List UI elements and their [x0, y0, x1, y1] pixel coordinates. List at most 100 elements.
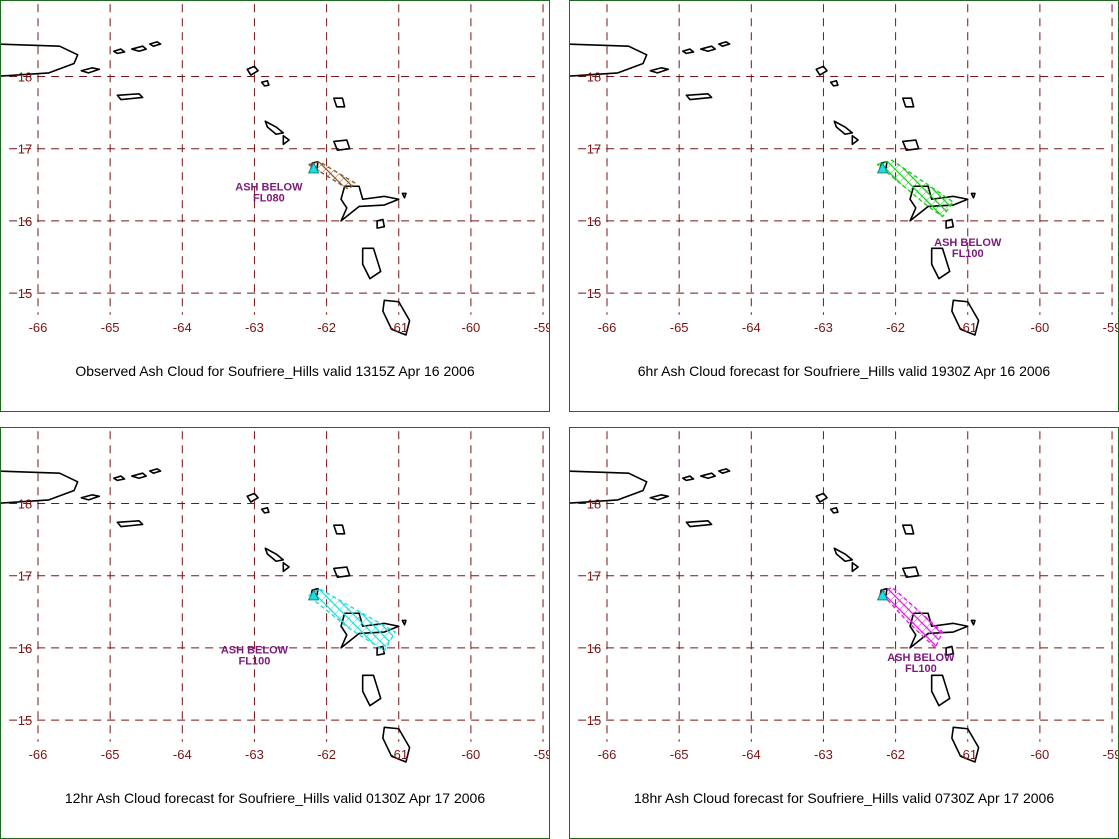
ash-hatch-line [877, 160, 954, 217]
ash-hatch-line [373, 588, 396, 651]
island-coastline [382, 299, 411, 336]
ash-hatch-line [308, 588, 396, 651]
island-coastline [945, 645, 955, 656]
ash-hatch-line [401, 1, 550, 301]
ash-hatch-line [308, 161, 356, 190]
ash-hatch-line [374, 1, 550, 301]
x-tick-label: -64 [742, 320, 761, 335]
x-tick-label: -65 [101, 320, 120, 335]
ash-hatch-line [933, 587, 943, 648]
ash-hatch-line [308, 161, 356, 190]
ash-hatch-line [383, 1, 550, 301]
ash-hatch-line [1087, 428, 1119, 728]
ash-hatch-line [877, 160, 954, 217]
ash-hatch-line [881, 587, 943, 648]
ash-hatch-line [308, 588, 396, 651]
ash-label-line1: ASH BELOW [235, 182, 303, 194]
ash-hatch-line [1033, 1, 1119, 301]
ash-hatch-line [308, 161, 356, 190]
ash-hatch-line [473, 428, 550, 728]
ash-hatch-line [308, 588, 396, 651]
ash-hatch-line [881, 587, 943, 648]
ash-hatch-line [308, 161, 356, 190]
island-coastline [282, 134, 290, 146]
ash-hatch-line [570, 428, 577, 728]
ash-hatch-line [881, 587, 929, 648]
island-coastline [699, 45, 717, 53]
ash-hatch-line [877, 160, 954, 217]
ash-hatch-line [877, 160, 920, 217]
ash-hatch-line [1069, 428, 1119, 728]
ash-hatch-line [401, 1, 550, 301]
ash-hatch-line [464, 1, 550, 301]
x-tick-label: -66 [29, 320, 48, 335]
ash-hatch-line [877, 160, 911, 217]
island-coastline [260, 80, 270, 87]
ash-hatching [570, 428, 1119, 728]
ash-hatch-line [881, 587, 943, 648]
ash-hatch-line [877, 160, 920, 217]
ash-hatch-line [308, 588, 396, 651]
ash-hatch-line [308, 161, 356, 190]
map-panel-observed: ASH BELOW FL080 -66 -65 -64 -63 -62 -61 -60 -59 18… [0, 0, 550, 412]
ash-hatch-line [997, 1, 1119, 301]
ash-hatching [877, 1, 1119, 301]
ash-hatch-line [545, 428, 550, 728]
island-coastline [264, 120, 285, 136]
ash-hatch-line [1024, 1, 1119, 301]
x-tick-label: -65 [670, 747, 689, 762]
ash-hatch-line [308, 588, 396, 651]
ash-hatch-line [308, 161, 356, 190]
ash-hatch-line [308, 588, 396, 651]
ash-hatch-line [509, 428, 550, 728]
ash-hatch-line [337, 161, 356, 190]
island-coastline [116, 520, 144, 528]
x-tick-label: -66 [598, 320, 617, 335]
ash-hatch-line [877, 160, 954, 217]
ash-hatch-line [881, 587, 943, 648]
ash-hatch-line [915, 160, 954, 217]
ash-hatch-line [881, 587, 943, 648]
island-coastline [649, 494, 670, 501]
ash-hatch-line [1051, 1, 1119, 301]
ash-hatch-line [881, 587, 943, 648]
x-tick-label: -60 [1031, 320, 1050, 335]
ash-hatch-line [308, 161, 356, 190]
ash-hatch-line [308, 588, 324, 651]
ash-hatch-line [419, 428, 550, 728]
ash-hatch-line [924, 587, 943, 648]
ash-hatch-line [308, 161, 356, 190]
ash-hatch-line [410, 428, 550, 728]
ash-hatch-line [500, 428, 550, 728]
island-coastline [1, 470, 79, 504]
ash-hatch-line [308, 588, 396, 651]
ash-hatch-line [308, 161, 356, 190]
ash-hatch-line [364, 588, 396, 651]
ash-hatch-line [570, 428, 586, 728]
y-tick-label: 17 [18, 569, 32, 584]
ash-hatch-line [1069, 1, 1119, 301]
ash-hatch-line [308, 161, 324, 190]
ash-hatch-line [308, 161, 356, 190]
ash-hatch-line [877, 160, 954, 217]
ash-hatch-line [308, 588, 369, 651]
ash-hatch-line [308, 161, 351, 190]
ash-hatch-line [308, 161, 356, 190]
island-coastline [260, 507, 270, 514]
ash-hatch-line [877, 160, 954, 217]
ash-hatch-line [410, 1, 550, 301]
ash-hatching [308, 428, 550, 728]
island-coastline [80, 494, 101, 501]
ash-hatch-line [906, 160, 954, 217]
ash-hatch-line [500, 428, 550, 728]
x-tick-label: -63 [814, 320, 833, 335]
ash-hatch-line [877, 160, 938, 217]
ash-hatch-line [319, 161, 356, 190]
island-coastline [264, 547, 285, 563]
ash-hatch-line [308, 588, 396, 651]
ash-hatch-line [1015, 428, 1119, 728]
ash-hatch-line [437, 1, 550, 301]
ash-hatching [308, 1, 550, 301]
panel-caption: 12hr Ash Cloud forecast for Soufriere_Hi… [64, 790, 486, 806]
ash-hatch-line [877, 160, 954, 217]
